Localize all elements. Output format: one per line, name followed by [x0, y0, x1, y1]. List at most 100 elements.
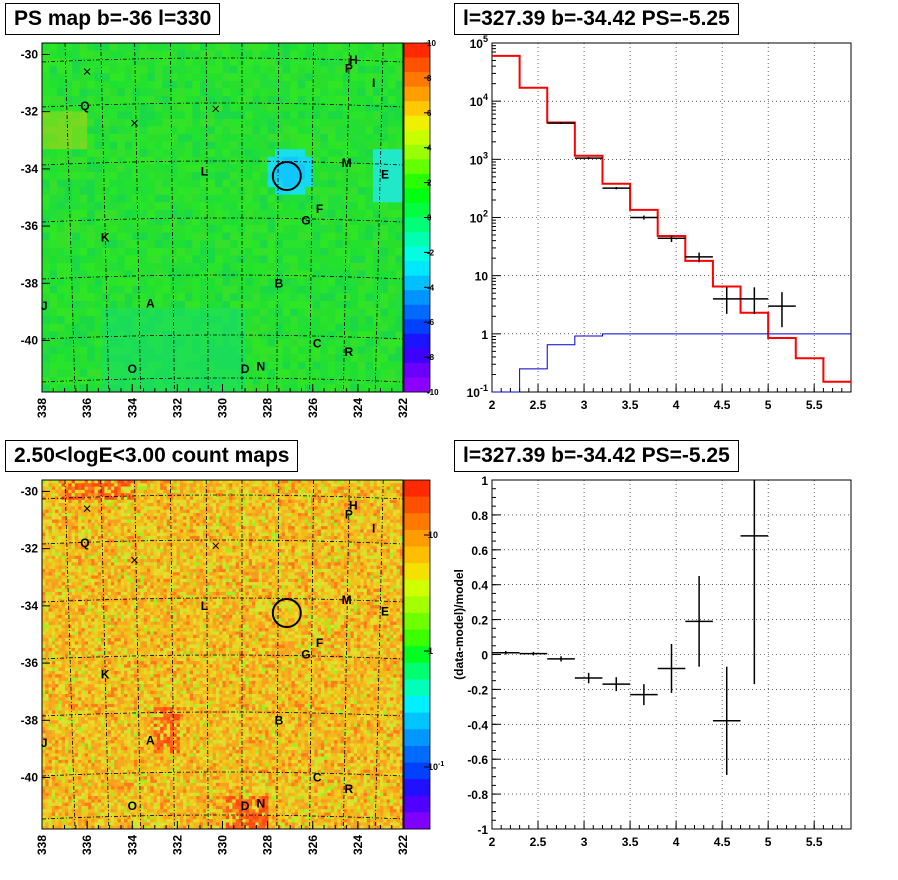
- map-pixel: [55, 506, 59, 510]
- map-pixel: [80, 255, 88, 263]
- map-pixel: [209, 533, 213, 537]
- map-pixel: [52, 546, 56, 550]
- map-pixel: [50, 195, 58, 203]
- map-pixel: [290, 263, 298, 271]
- map-pixel: [365, 142, 373, 150]
- map-pixel: [155, 142, 163, 150]
- map-pixel: [373, 248, 381, 256]
- map-pixel: [121, 513, 125, 517]
- map-pixel: [350, 362, 358, 370]
- map-pixel: [114, 487, 118, 491]
- map-pixel: [230, 346, 238, 354]
- map-pixel: [57, 51, 65, 59]
- map-pixel: [72, 104, 80, 112]
- map-pixel: [101, 487, 105, 491]
- map-pixel: [45, 493, 49, 497]
- map-pixel: [253, 263, 261, 271]
- map-pixel: [57, 233, 65, 241]
- map-pixel: [242, 500, 246, 504]
- map-pixel: [49, 529, 53, 533]
- map-pixel: [364, 549, 368, 553]
- map-pixel: [177, 202, 185, 210]
- map-pixel: [140, 111, 148, 119]
- map-pixel: [125, 142, 133, 150]
- map-pixel: [87, 316, 95, 324]
- map-pixel: [154, 549, 158, 553]
- map-pixel: [102, 187, 110, 195]
- map-pixel: [255, 529, 259, 533]
- map-pixel: [78, 510, 82, 514]
- map-pixel: [192, 195, 200, 203]
- map-pixel: [305, 490, 309, 494]
- map-pixel: [75, 552, 79, 556]
- map-pixel: [87, 354, 95, 362]
- map-pixel: [365, 134, 373, 142]
- map-pixel: [170, 233, 178, 241]
- map-pixel: [380, 309, 388, 317]
- map-pixel: [186, 496, 190, 500]
- map-pixel: [365, 126, 373, 134]
- map-pixel: [170, 225, 178, 233]
- map-pixel: [49, 510, 53, 514]
- map-pixel: [117, 533, 121, 537]
- map-pixel: [55, 520, 59, 524]
- map-pixel: [335, 142, 343, 150]
- map-pixel: [344, 549, 348, 553]
- map-pixel: [117, 111, 125, 119]
- map-pixel: [160, 552, 164, 556]
- spectrum-title: l=327.39 b=-34.42 PS=-5.25: [454, 3, 739, 35]
- map-pixel: [58, 526, 62, 530]
- map-pixel: [367, 549, 371, 553]
- map-pixel: [238, 142, 246, 150]
- map-pixel: [335, 81, 343, 89]
- map-pixel: [190, 523, 194, 527]
- map-pixel: [65, 202, 73, 210]
- map-pixel: [290, 89, 298, 97]
- map-pixel: [238, 293, 246, 301]
- map-pixel: [147, 549, 151, 553]
- map-pixel: [50, 286, 58, 294]
- map-pixel: [275, 346, 283, 354]
- map-pixel: [200, 293, 208, 301]
- map-pixel: [365, 309, 373, 317]
- map-pixel: [104, 523, 108, 527]
- map-pixel: [213, 483, 217, 487]
- colorbar-swatch: [404, 232, 430, 247]
- map-pixel: [301, 506, 305, 510]
- map-pixel: [358, 142, 366, 150]
- map-pixel: [260, 210, 268, 218]
- map-pixel: [72, 149, 80, 157]
- map-pixel: [91, 546, 95, 550]
- map-pixel: [183, 487, 187, 491]
- map-pixel: [358, 293, 366, 301]
- map-pixel: [337, 529, 341, 533]
- map-pixel: [321, 483, 325, 487]
- map-pixel: [185, 316, 193, 324]
- map-pixel: [147, 546, 151, 550]
- map-pixel: [308, 496, 312, 500]
- source-label-J: J: [41, 299, 48, 313]
- map-pixel: [50, 104, 58, 112]
- map-pixel: [253, 240, 261, 248]
- map-pixel: [102, 134, 110, 142]
- map-pixel: [75, 506, 79, 510]
- map-pixel: [395, 187, 403, 195]
- map-pixel: [160, 526, 164, 530]
- map-pixel: [117, 89, 125, 97]
- map-pixel: [260, 346, 268, 354]
- map-pixel: [80, 293, 88, 301]
- map-pixel: [95, 134, 103, 142]
- map-pixel: [200, 309, 208, 317]
- map-pixel: [335, 210, 343, 218]
- map-pixel: [365, 263, 373, 271]
- map-pixel: [242, 490, 246, 494]
- map-pixel: [216, 523, 220, 527]
- map-pixel: [367, 529, 371, 533]
- map-pixel: [236, 503, 240, 507]
- map-pixel: [144, 546, 148, 550]
- map-pixel: [364, 483, 368, 487]
- map-pixel: [282, 536, 286, 540]
- map-pixel: [117, 210, 125, 218]
- map-pixel: [334, 543, 338, 547]
